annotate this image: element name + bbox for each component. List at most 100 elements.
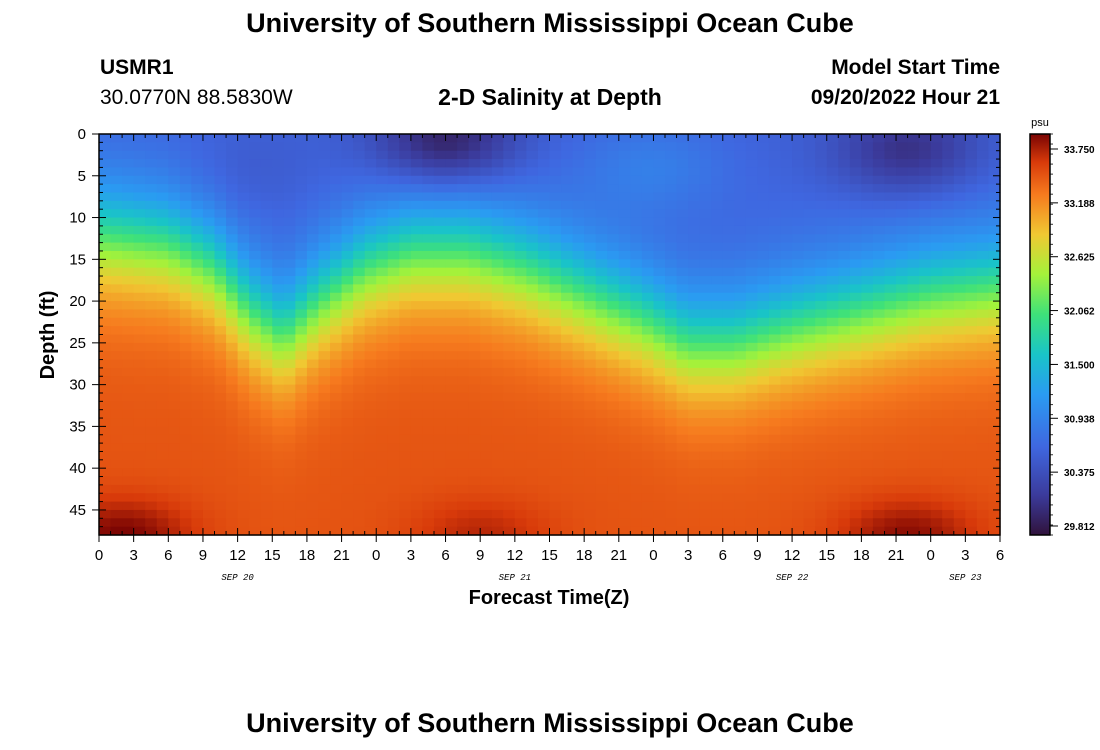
heatmap-cell	[179, 225, 193, 235]
heatmap-cell	[399, 267, 412, 277]
heatmap-cell	[122, 501, 135, 511]
heatmap-cell	[191, 276, 204, 285]
heatmap-cell	[376, 509, 389, 519]
heatmap-cell	[399, 484, 412, 494]
heatmap-cell	[826, 426, 839, 436]
heatmap-cell	[364, 509, 377, 519]
heatmap-cell	[306, 200, 320, 210]
heatmap-cell	[653, 468, 666, 478]
heatmap-cell	[872, 134, 886, 143]
heatmap-cell	[353, 159, 366, 169]
heatmap-cell	[618, 493, 631, 503]
heatmap-cell	[503, 175, 516, 185]
heatmap-cell	[156, 384, 169, 394]
heatmap-cell	[641, 351, 655, 361]
heatmap-cell	[884, 192, 897, 202]
heatmap-cell	[745, 493, 759, 503]
heatmap-cell	[226, 292, 239, 302]
heatmap-cell	[849, 501, 862, 511]
heatmap-cell	[468, 150, 481, 160]
heatmap-cell	[942, 225, 955, 235]
heatmap-cell	[330, 426, 343, 436]
heatmap-cell	[595, 334, 608, 344]
heatmap-cell	[572, 526, 585, 536]
heatmap-cell	[815, 167, 828, 177]
heatmap-cell	[457, 184, 470, 194]
heatmap-cell	[537, 159, 551, 169]
heatmap-cell	[884, 484, 897, 494]
heatmap-cell	[353, 134, 366, 143]
heatmap-cell	[168, 418, 181, 427]
heatmap-cell	[884, 301, 897, 311]
heatmap-cell	[133, 217, 146, 227]
heatmap-cell	[503, 267, 516, 277]
heatmap-cell	[353, 351, 366, 361]
heatmap-cell	[745, 209, 759, 219]
heatmap-cell	[457, 409, 470, 419]
heatmap-cell	[872, 376, 886, 386]
heatmap-cell	[122, 443, 135, 453]
heatmap-cell	[110, 175, 123, 185]
heatmap-cell	[584, 217, 597, 227]
heatmap-cell	[526, 159, 539, 169]
heatmap-cell	[445, 317, 458, 327]
heatmap-cell	[561, 434, 574, 444]
heatmap-cell	[237, 150, 250, 160]
heatmap-cell	[768, 309, 782, 319]
y-tick-label: 5	[78, 168, 86, 185]
heatmap-cell	[722, 250, 735, 260]
heatmap-cell	[537, 392, 551, 402]
heatmap-cell	[226, 359, 239, 369]
heatmap-cell	[526, 401, 539, 411]
heatmap-cell	[757, 184, 770, 194]
heatmap-cell	[780, 426, 793, 436]
heatmap-cell	[745, 459, 759, 469]
heatmap-cell	[214, 384, 227, 394]
heatmap-cell	[907, 376, 920, 386]
heatmap-cell	[711, 175, 724, 185]
heatmap-cell	[630, 142, 643, 152]
heatmap-cell	[884, 317, 897, 327]
x-tick-label: 6	[441, 547, 449, 564]
heatmap-cell	[653, 518, 666, 528]
heatmap-cell	[122, 451, 135, 461]
heatmap-cell	[699, 150, 712, 160]
heatmap-cell	[133, 518, 146, 528]
heatmap-cell	[514, 209, 527, 219]
heatmap-cell	[237, 134, 250, 143]
heatmap-cell	[722, 225, 735, 235]
heatmap-cell	[422, 150, 435, 160]
heatmap-cell	[133, 242, 146, 252]
heatmap-cell	[260, 217, 273, 227]
heatmap-cell	[942, 526, 955, 536]
heatmap-cell	[757, 267, 770, 277]
heatmap-cell	[330, 225, 343, 235]
heatmap-cell	[295, 367, 308, 377]
heatmap-cell	[306, 142, 320, 152]
heatmap-cell	[561, 476, 574, 486]
heatmap-cell	[988, 267, 1001, 277]
heatmap-cell	[422, 434, 435, 444]
heatmap-cell	[295, 326, 308, 336]
heatmap-cell	[249, 242, 262, 252]
heatmap-cell	[803, 384, 816, 394]
heatmap-cell	[803, 509, 816, 519]
heatmap-cell	[491, 284, 504, 294]
heatmap-cell	[399, 292, 412, 302]
heatmap-cell	[665, 334, 678, 344]
heatmap-cell	[607, 484, 620, 494]
heatmap-cell	[884, 167, 897, 177]
heatmap-cell	[896, 276, 909, 285]
heatmap-cell	[272, 376, 285, 386]
heatmap-cell	[549, 493, 562, 503]
heatmap-cell	[561, 493, 574, 503]
heatmap-cell	[537, 184, 551, 194]
heatmap-cell	[202, 309, 216, 319]
heatmap-cell	[630, 518, 643, 528]
heatmap-cell	[433, 250, 447, 260]
heatmap-cell	[849, 459, 862, 469]
heatmap-cell	[330, 459, 343, 469]
heatmap-cell	[514, 242, 527, 252]
heatmap-cell	[953, 334, 966, 344]
heatmap-cell	[433, 267, 447, 277]
